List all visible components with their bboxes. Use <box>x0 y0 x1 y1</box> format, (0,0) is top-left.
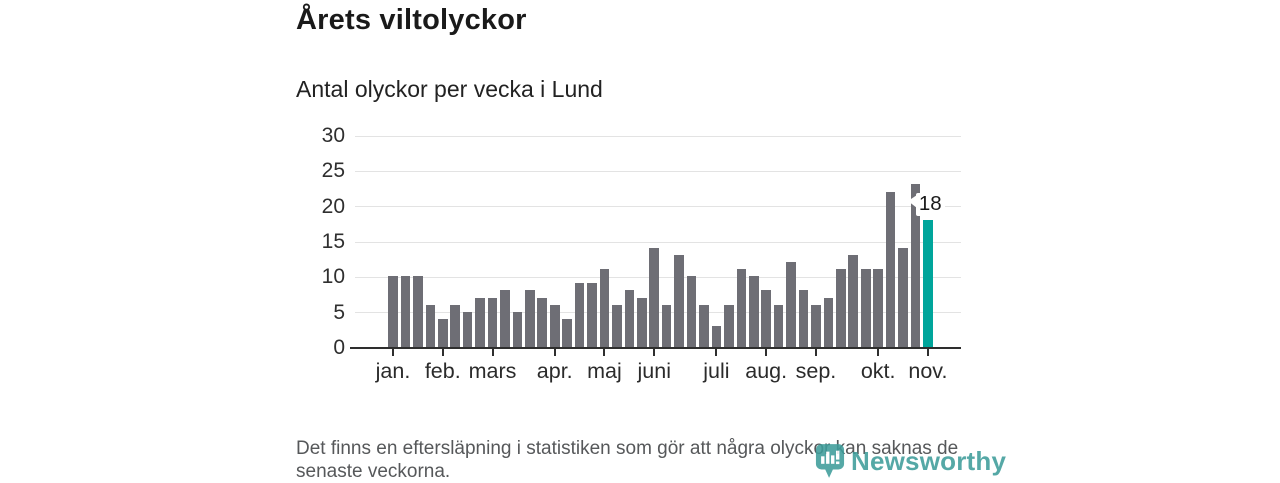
y-tick-label-10: 10 <box>321 265 345 289</box>
bar-week-17 <box>587 283 597 347</box>
bar-week-13 <box>537 297 548 347</box>
bar-week-38 <box>848 255 859 347</box>
x-month-label-jan: jan. <box>375 359 411 383</box>
bar-week-36 <box>823 297 834 347</box>
x-tick-nov <box>926 349 929 356</box>
bar-week-2 <box>400 276 411 347</box>
bar-week-15 <box>562 318 572 347</box>
bar-week-12 <box>525 290 535 347</box>
bar-week-18 <box>599 269 610 347</box>
gridline-20 <box>355 206 961 208</box>
bar-week-10 <box>500 290 510 347</box>
footnote-line-1: Det finns en eftersläpning i statistiken… <box>296 438 959 459</box>
x-tick-juni <box>653 349 656 356</box>
bar-week-19 <box>612 304 622 347</box>
bar-week-32 <box>773 304 784 347</box>
bar-week-22 <box>649 248 660 347</box>
y-tick-label-5: 5 <box>333 300 345 324</box>
gridline-15 <box>355 241 961 243</box>
bar-week-4 <box>425 304 436 347</box>
chart-title: Årets viltolyckor <box>296 4 527 36</box>
y-tick-label-30: 30 <box>321 124 345 147</box>
x-month-label-okt: okt. <box>860 359 896 383</box>
newsworthy-logo: Newsworthy <box>815 443 1006 479</box>
bar-week-40 <box>873 269 883 347</box>
footnote-line-2: senaste veckorna. <box>296 461 451 482</box>
bar-week-31 <box>761 290 771 347</box>
x-month-label-feb: feb. <box>424 359 461 383</box>
x-tick-feb <box>441 349 444 356</box>
y-tick-label-25: 25 <box>321 159 345 183</box>
highlight-bar-week-44 <box>923 219 933 347</box>
bar-week-20 <box>624 290 635 347</box>
x-month-label-juli: juli <box>703 359 730 383</box>
bar-week-27 <box>711 325 722 347</box>
highlight-value-callout: 18 <box>907 192 945 216</box>
bar-week-1 <box>388 276 398 347</box>
bar-week-25 <box>686 276 697 347</box>
gridline-30 <box>355 135 961 137</box>
x-month-label-juni: juni <box>637 359 671 383</box>
bar-week-8 <box>475 297 485 347</box>
x-tick-okt <box>877 349 880 356</box>
chart-subtitle: Antal olyckor per vecka i Lund <box>296 76 603 102</box>
bar-week-39 <box>860 269 871 347</box>
x-tick-sep <box>814 349 817 356</box>
bar-week-34 <box>798 290 809 347</box>
bar-week-3 <box>413 276 423 347</box>
x-tick-maj <box>603 349 606 356</box>
bar-week-30 <box>748 276 759 347</box>
x-month-label-mars: mars <box>468 359 517 383</box>
x-tick-aug <box>765 349 768 356</box>
bar-week-7 <box>462 311 473 347</box>
x-month-label-nov: nov. <box>908 359 948 383</box>
bar-week-29 <box>736 269 747 347</box>
y-axis-labels: 0 5 10 15 20 25 30 <box>293 124 350 359</box>
footnote: Det finns en eftersläpning i statistiken… <box>296 437 958 483</box>
x-axis-line <box>350 346 961 349</box>
x-axis-month-labels: jan. feb. mars apr. maj juni juli aug. sep. okt. n… <box>355 359 961 387</box>
bar-week-43 <box>910 184 921 347</box>
y-tick-label-0: 0 <box>333 336 345 359</box>
newsworthy-logo-text: Newsworthy <box>851 445 1007 476</box>
bar-week-41 <box>885 191 896 347</box>
bar-week-11 <box>512 311 523 347</box>
bar-week-16 <box>574 283 585 347</box>
y-tick-label-20: 20 <box>321 194 345 218</box>
x-month-label-sep: sep. <box>795 359 837 383</box>
newsworthy-bubble-barchart-icon <box>815 444 845 478</box>
x-tick-jan <box>392 349 394 356</box>
bar-week-23 <box>661 304 672 347</box>
gridline-25 <box>355 170 961 172</box>
x-month-label-maj: maj <box>587 359 622 383</box>
bar-week-35 <box>811 304 821 347</box>
x-tick-juli <box>715 349 718 356</box>
bar-week-26 <box>699 304 709 347</box>
bar-week-28 <box>724 304 734 347</box>
bar-week-33 <box>786 262 796 347</box>
bar-week-21 <box>637 297 647 347</box>
x-tick-mars <box>491 349 494 356</box>
x-tick-apr <box>553 349 556 356</box>
bar-week-24 <box>674 255 684 347</box>
x-month-label-aug: aug. <box>745 359 788 383</box>
bar-week-9 <box>487 297 498 347</box>
x-month-label-apr: apr. <box>536 359 573 383</box>
bar-week-37 <box>836 269 846 347</box>
bar-week-6 <box>450 304 460 347</box>
bar-week-5 <box>437 318 448 347</box>
y-tick-label-15: 15 <box>321 230 345 253</box>
bar-week-42 <box>898 248 908 347</box>
bar-week-14 <box>549 304 560 347</box>
plot-area: 18 <box>350 135 961 356</box>
